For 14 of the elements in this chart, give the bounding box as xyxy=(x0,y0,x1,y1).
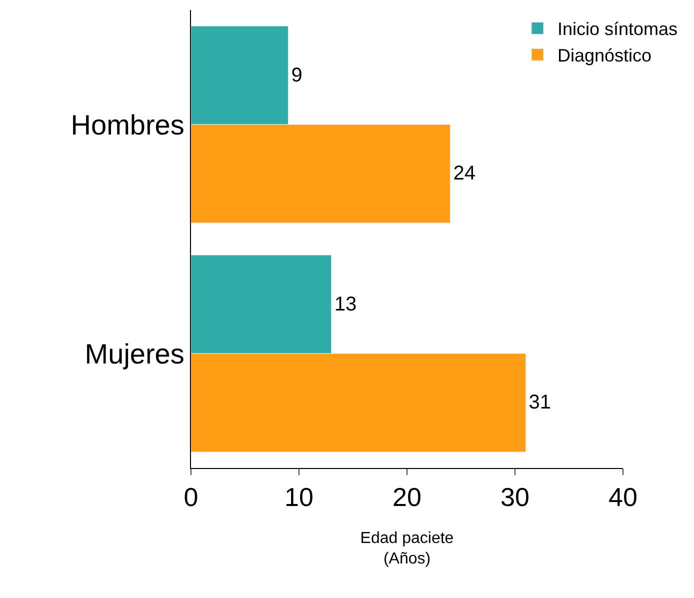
x-tick-label: 10 xyxy=(284,482,314,512)
x-tick-label: 20 xyxy=(392,482,422,512)
y-tick-label: Mujeres xyxy=(84,338,184,370)
legend-label: Diagnóstico xyxy=(557,46,652,66)
x-tick-label: 40 xyxy=(608,482,638,512)
x-tick-label: 0 xyxy=(184,482,198,512)
data-label: 31 xyxy=(528,392,552,414)
x-axis-title: Edad paciete (Años) xyxy=(360,530,454,568)
data-label: 9 xyxy=(291,64,302,86)
data-label: 13 xyxy=(334,293,357,316)
legend-label: Inicio síntomas xyxy=(557,19,678,40)
data-label: 24 xyxy=(453,162,476,185)
x-tick-label: 30 xyxy=(500,482,530,512)
y-tick-label: Hombres xyxy=(70,109,184,140)
